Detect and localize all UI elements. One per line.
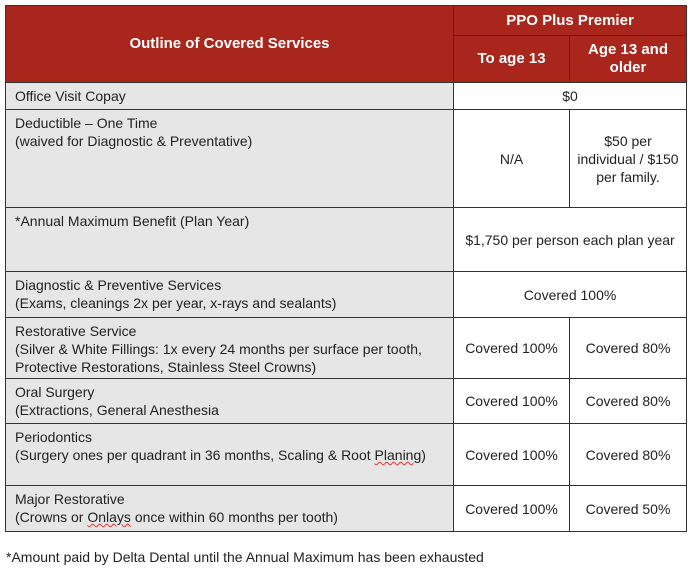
- service-name: Restorative Service: [15, 323, 137, 339]
- detail-text: (Crowns or: [15, 509, 88, 525]
- table-row: Periodontics (Surgery ones per quadrant i…: [5, 423, 687, 486]
- table-row: Office Visit Copay $0: [5, 82, 687, 110]
- table-row: Diagnostic & Preventive Services (Exams, …: [5, 271, 687, 318]
- covered-services-table: Outline of Covered Services PPO Plus Pre…: [5, 5, 687, 532]
- child-column-header: To age 13: [453, 35, 570, 83]
- table-row: Major Restorative (Crowns or Onlays once …: [5, 485, 687, 532]
- table-row: Oral Surgery (Extractions, General Anesth…: [5, 378, 687, 424]
- benefit-value: $0: [453, 82, 687, 110]
- table-row: Restorative Service (Silver & White Filli…: [5, 317, 687, 379]
- table-row: *Annual Maximum Benefit (Plan Year) $1,7…: [5, 207, 687, 272]
- benefit-value: $1,750 per person each plan year: [453, 207, 687, 272]
- benefit-adult: $50 per individual / $150 per family.: [569, 109, 687, 208]
- benefit-adult: Covered 50%: [569, 485, 687, 532]
- service-name: Deductible – One Time: [15, 115, 158, 131]
- service-name: Office Visit Copay: [15, 88, 126, 104]
- service-name: Diagnostic & Preventive Services: [15, 277, 222, 293]
- plan-header: PPO Plus Premier: [453, 5, 687, 36]
- service-detail: (Extractions, General Anesthesia: [15, 402, 219, 418]
- service-detail: (Crowns or Onlays once within 60 months …: [15, 508, 444, 526]
- spellcheck-word: Onlays: [87, 509, 131, 525]
- detail-text: ): [421, 447, 426, 463]
- service-detail: (Exams, cleanings 2x per year, x-rays an…: [15, 295, 337, 311]
- table-row: Deductible – One Time (waived for Diagnos…: [5, 109, 687, 208]
- service-name: *Annual Maximum Benefit (Plan Year): [15, 213, 250, 229]
- benefit-child: N/A: [453, 109, 570, 208]
- benefit-child: Covered 100%: [453, 423, 570, 486]
- benefit-adult: Covered 80%: [569, 423, 687, 486]
- benefit-child: Covered 100%: [453, 317, 570, 379]
- service-name: Periodontics: [15, 429, 93, 445]
- benefit-child: Covered 100%: [453, 485, 570, 532]
- services-header: Outline of Covered Services: [5, 5, 454, 83]
- service-detail: (Silver & White Fillings: 1x every 24 mo…: [15, 341, 422, 375]
- benefit-child: Covered 100%: [453, 378, 570, 424]
- service-detail: (Surgery ones per quadrant in 36 months,…: [15, 446, 444, 464]
- service-detail: (waived for Diagnostic & Preventative): [15, 133, 253, 149]
- adult-column-header: Age 13 and older: [569, 35, 687, 83]
- benefit-adult: Covered 80%: [569, 378, 687, 424]
- benefit-value: Covered 100%: [453, 271, 687, 318]
- service-name: Oral Surgery: [15, 384, 95, 400]
- benefit-adult: Covered 80%: [569, 317, 687, 379]
- service-name: Major Restorative: [15, 491, 125, 507]
- spellcheck-word: Planing: [374, 447, 422, 463]
- detail-text: (Surgery ones per quadrant in 36 months,…: [15, 447, 371, 463]
- footnote: *Amount paid by Delta Dental until the A…: [6, 549, 484, 565]
- detail-text: once within 60 months per tooth): [130, 509, 338, 525]
